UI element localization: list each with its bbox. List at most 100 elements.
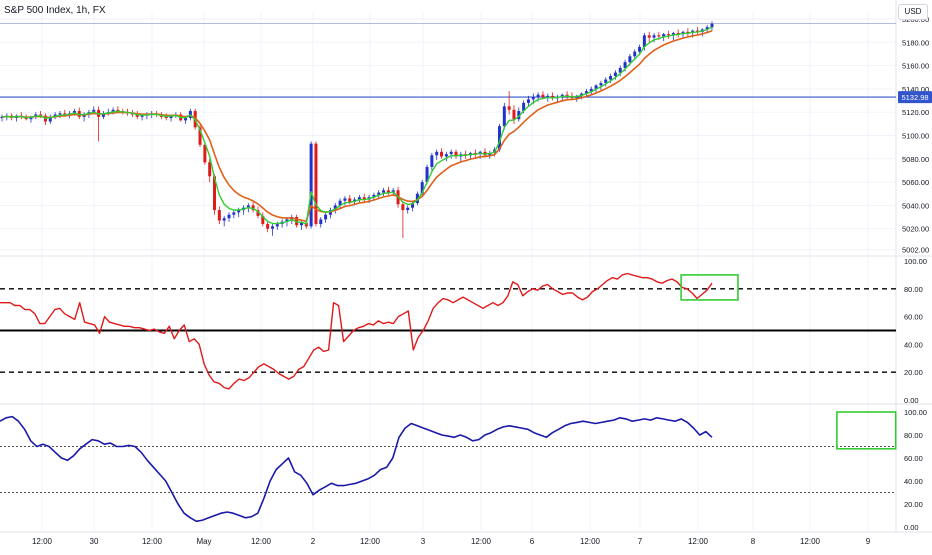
price-tick-label: 5120.00 bbox=[902, 108, 929, 117]
rsi-tick-label: 80.00 bbox=[904, 285, 923, 294]
candle-body bbox=[671, 32, 675, 36]
candle-body bbox=[633, 51, 637, 57]
stoch-tick-label: 0.00 bbox=[904, 523, 919, 532]
candle-body bbox=[584, 91, 588, 94]
rsi-tick-label: 20.00 bbox=[904, 368, 923, 377]
candle-body bbox=[667, 34, 671, 36]
candle-body bbox=[710, 23, 714, 28]
x-tick-label: 8 bbox=[751, 537, 756, 546]
stoch-tick-label: 40.00 bbox=[904, 477, 923, 486]
candle-body bbox=[48, 116, 52, 122]
candle-body bbox=[522, 102, 526, 112]
rsi-tick-label: 40.00 bbox=[904, 340, 923, 349]
candle-body bbox=[63, 113, 67, 115]
stoch-tick-label: 20.00 bbox=[904, 500, 923, 509]
currency-button[interactable]: USD bbox=[898, 4, 928, 20]
candle-body bbox=[526, 99, 530, 103]
candle-body bbox=[604, 79, 608, 84]
candle-body bbox=[213, 176, 217, 211]
candle-body bbox=[266, 224, 270, 229]
candle-body bbox=[386, 190, 390, 193]
rsi-tick-label: 100.00 bbox=[904, 257, 927, 266]
candle-body bbox=[39, 114, 43, 116]
x-tick-label: 3 bbox=[421, 537, 426, 546]
stoch-tick-label: 60.00 bbox=[904, 454, 923, 463]
candle-body bbox=[377, 192, 381, 195]
ema-fast-line bbox=[1, 26, 713, 225]
candle-body bbox=[92, 109, 96, 113]
x-tick-label: 9 bbox=[866, 537, 871, 546]
candle-body bbox=[222, 218, 226, 221]
candle-body bbox=[502, 106, 506, 127]
axes-layer: 12:00 30 12:00 May 12:00 2 12:00 3 12:00 6 12:00 7 1… bbox=[32, 15, 932, 546]
candle-body bbox=[140, 115, 144, 117]
candle-body bbox=[652, 35, 656, 38]
chart-title: S&P 500 Index, 1h, FX bbox=[4, 5, 106, 16]
x-tick-label: 12:00 bbox=[688, 537, 709, 546]
candle-body bbox=[237, 210, 241, 213]
candle-body bbox=[111, 109, 115, 113]
candle-body bbox=[295, 217, 299, 226]
candle-body bbox=[270, 226, 274, 229]
candle-body bbox=[662, 34, 666, 37]
candle-body bbox=[676, 32, 680, 35]
candle-body bbox=[372, 194, 376, 198]
price-tick-label: 5160.00 bbox=[902, 62, 929, 71]
price-tick-label: 5002.00 bbox=[902, 246, 929, 255]
current-price-badge bbox=[898, 91, 932, 104]
candle-body bbox=[609, 76, 613, 80]
candle-body bbox=[647, 35, 651, 38]
candle-body bbox=[613, 72, 617, 77]
rsi-pane[interactable] bbox=[0, 272, 896, 390]
candle-body bbox=[101, 113, 105, 117]
price-tick-label: 5100.00 bbox=[902, 131, 929, 140]
x-tick-label: 12:00 bbox=[360, 537, 381, 546]
candle-body bbox=[169, 115, 173, 119]
candle-body bbox=[357, 197, 361, 200]
candle-body bbox=[319, 219, 323, 225]
candle-body bbox=[589, 88, 593, 92]
candle-body bbox=[449, 151, 453, 155]
x-tick-label: 12:00 bbox=[251, 537, 272, 546]
x-tick-label: 12:00 bbox=[471, 537, 492, 546]
candle-body bbox=[164, 116, 168, 119]
candle-body bbox=[58, 113, 62, 115]
candle-body bbox=[420, 182, 424, 194]
ema-slow-line bbox=[1, 30, 713, 223]
price-tick-label: 5020.00 bbox=[902, 225, 929, 234]
candle-body bbox=[473, 152, 477, 155]
candle-body bbox=[275, 224, 279, 227]
candle-body bbox=[401, 204, 405, 211]
x-tick-label: 12:00 bbox=[800, 537, 821, 546]
price-tick-label: 5080.00 bbox=[902, 155, 929, 164]
price-tick-label: 5060.00 bbox=[902, 178, 929, 187]
candle-body bbox=[512, 109, 516, 120]
candle-body bbox=[203, 144, 207, 163]
candle-body bbox=[324, 214, 328, 220]
candle-body bbox=[116, 109, 120, 112]
stoch-tick-label: 100.00 bbox=[904, 408, 927, 417]
price-tick-label: 5180.00 bbox=[902, 38, 929, 47]
candle-body bbox=[261, 215, 265, 225]
current-price-label: 5132.98 bbox=[901, 93, 928, 102]
candle-body bbox=[82, 114, 86, 117]
stoch-highlight-box bbox=[836, 411, 897, 450]
candle-body bbox=[309, 143, 313, 227]
x-tick-label: 12:00 bbox=[32, 537, 53, 546]
x-tick-label: 6 bbox=[530, 537, 535, 546]
candle-body bbox=[362, 197, 366, 200]
candle-body bbox=[338, 200, 342, 206]
candle-body bbox=[411, 203, 415, 208]
candle-body bbox=[618, 67, 622, 73]
price-pane[interactable] bbox=[0, 21, 896, 239]
candle-body bbox=[628, 56, 632, 63]
candle-body bbox=[304, 222, 308, 227]
candle-body bbox=[696, 30, 700, 32]
stochastic-pane[interactable] bbox=[0, 411, 897, 523]
candle-body bbox=[198, 127, 202, 145]
candle-body bbox=[251, 205, 255, 211]
candle-body bbox=[686, 31, 690, 33]
candle-body bbox=[565, 94, 569, 96]
